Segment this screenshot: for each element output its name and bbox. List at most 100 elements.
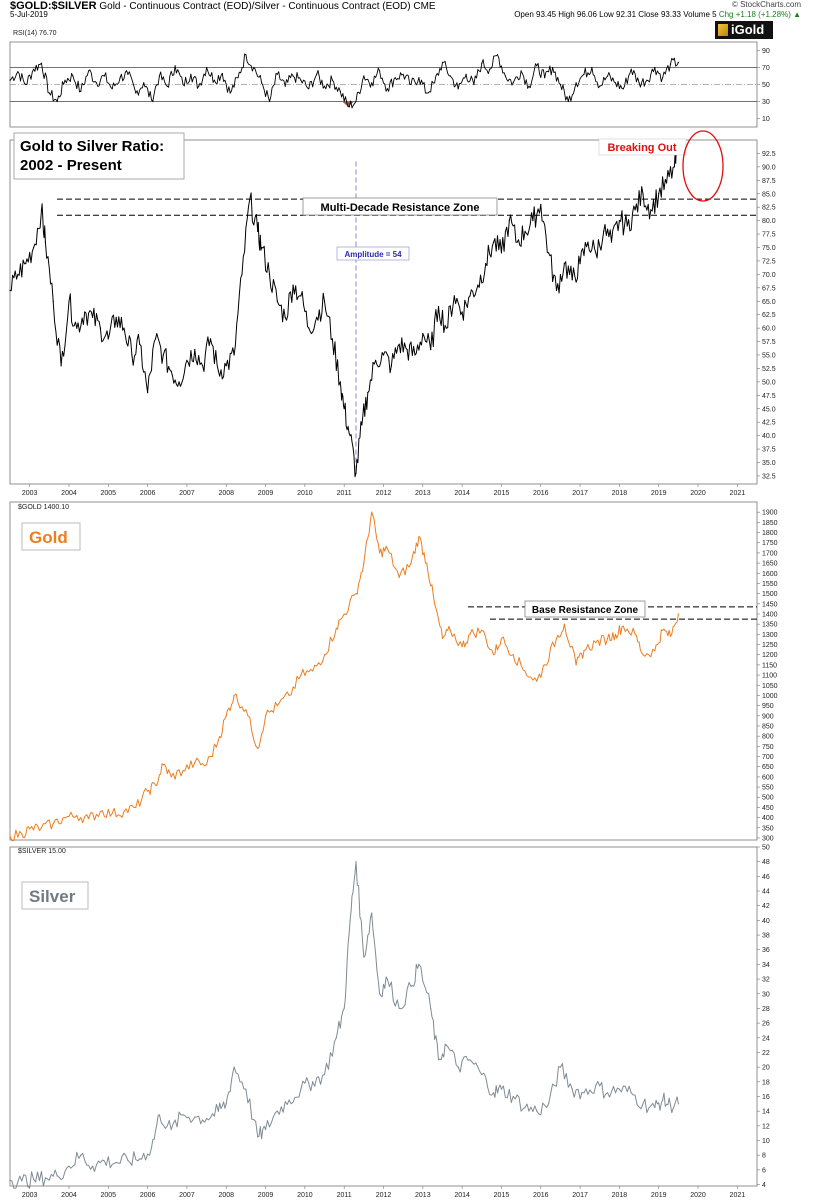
gold-ytick-label: 1450 <box>762 601 778 608</box>
ratio-data-point <box>524 230 526 232</box>
gold-data-point <box>154 784 157 786</box>
rsi-data-point <box>174 65 176 67</box>
ratio-data-point <box>579 263 581 265</box>
ratio-data-point <box>618 220 620 222</box>
gold-title: Gold <box>29 528 68 547</box>
gold-ytick-label: 1150 <box>762 662 777 669</box>
silver-data-point <box>343 1007 345 1010</box>
ratio-title-frame <box>13 132 185 180</box>
silver-ytick-label: 6 <box>762 1167 766 1174</box>
ratio-ytick-label: 92.5 <box>762 151 776 158</box>
gold-data-point <box>276 705 278 707</box>
gold-data-point <box>654 650 656 652</box>
gold-data-point <box>563 623 565 625</box>
ratio-data-point <box>217 370 219 372</box>
gold-data-point <box>469 633 471 635</box>
rsi-data-point <box>520 70 522 72</box>
ratio-data-point <box>610 241 613 243</box>
gold-data-point <box>194 762 196 764</box>
silver-data-point <box>363 956 365 958</box>
rsi-ytick-label: 70 <box>762 65 770 72</box>
silver-data-point <box>9 1179 11 1181</box>
rsi-data-point <box>394 77 396 79</box>
silver-data-point <box>595 1084 597 1087</box>
rsi-data-point <box>646 79 648 81</box>
ratio-data-point <box>532 220 534 222</box>
change-value: Chg +1.18 (+1.28%) ▲ <box>718 10 801 19</box>
silver-data-point <box>312 1081 314 1083</box>
silver-xtick-label: 2017 <box>572 1192 588 1199</box>
rsi-ytick-label: 30 <box>762 99 770 106</box>
gold-ytick-label: 1700 <box>762 550 778 557</box>
rsi-data-point <box>677 61 679 64</box>
ratio-data-point <box>650 209 652 211</box>
igold-logo: iGold <box>715 21 773 39</box>
ohlc-readout: Open 93.45 High 96.06 Low 92.31 Close 93… <box>514 10 801 19</box>
silver-data-point <box>607 1092 609 1094</box>
rsi-data-point <box>182 83 184 86</box>
silver-xtick-label: 2003 <box>22 1192 38 1199</box>
ratio-ytick-label: 85.0 <box>762 191 776 198</box>
silver-data-point <box>512 1095 514 1098</box>
rsi-data-point <box>111 88 113 90</box>
gold-data-point <box>449 629 451 631</box>
ratio-data-point <box>634 209 636 211</box>
ratio-data-point <box>316 316 318 318</box>
rsi-data-point <box>599 85 601 87</box>
rsi-data-point <box>662 77 664 79</box>
ratio-data-point <box>249 198 251 200</box>
silver-ytick-label: 18 <box>762 1079 770 1086</box>
gold-ytick-label: 300 <box>762 835 774 842</box>
ratio-data-point <box>477 284 479 286</box>
rsi-data-point <box>441 61 444 64</box>
gold-ytick-label: 1600 <box>762 571 778 578</box>
ratio-data-point <box>349 435 351 437</box>
silver-data-point <box>127 1159 129 1161</box>
rsi-data-point <box>331 79 333 81</box>
gold-ytick-label: 1550 <box>762 581 778 588</box>
silver-data-point <box>264 1128 267 1131</box>
ratio-data-point <box>508 220 510 222</box>
gold-ytick-label: 1750 <box>762 540 778 547</box>
rsi-data-point <box>48 92 50 94</box>
rsi-data-point <box>591 66 593 69</box>
rsi-data-point <box>284 85 286 87</box>
gold-data-point <box>233 694 235 697</box>
base-resistance-label: Base Resistance Zone <box>524 600 646 618</box>
gold-data-point <box>257 747 259 749</box>
ratio-xtick-label: 2010 <box>297 490 313 497</box>
ratio-data-point <box>665 182 668 184</box>
ratio-ytick-label: 70.0 <box>762 272 776 279</box>
rsi-data-point <box>481 62 483 64</box>
ratio-data-point <box>587 241 589 243</box>
gold-label: $GOLD 1400.10 <box>18 504 69 511</box>
gold-data-point <box>343 613 345 615</box>
ratio-data-point <box>17 273 19 275</box>
silver-data-point <box>56 1175 58 1177</box>
rsi-data-point <box>245 54 247 56</box>
rsi-data-point <box>363 75 365 77</box>
gold-ytick-label: 900 <box>762 713 774 720</box>
silver-data-point <box>662 1099 664 1101</box>
ratio-xtick-label: 2019 <box>651 490 667 497</box>
rsi-data-point <box>559 83 562 86</box>
rsi-data-point <box>276 73 278 75</box>
gold-ytick-label: 1350 <box>762 622 778 629</box>
ratio-xtick-label: 2013 <box>415 490 431 497</box>
ratio-ytick-label: 42.5 <box>762 420 776 427</box>
silver-ytick-label: 28 <box>762 1006 770 1013</box>
silver-xtick-label: 2008 <box>218 1192 234 1199</box>
credit: © StockCharts.com <box>731 0 801 9</box>
rsi-data-point <box>434 82 436 84</box>
rsi-data-point <box>88 70 90 72</box>
ratio-data-point <box>25 263 27 265</box>
silver-xtick-label: 2013 <box>415 1192 431 1199</box>
ratio-data-point <box>323 300 326 302</box>
ratio-data-point <box>571 279 573 281</box>
silver-data-point <box>571 1088 573 1090</box>
gold-data-point <box>662 629 664 631</box>
ratio-data-point <box>658 193 660 195</box>
silver-ytick-label: 4 <box>762 1182 766 1189</box>
gold-data-point <box>135 806 137 809</box>
rsi-data-point <box>622 88 624 90</box>
